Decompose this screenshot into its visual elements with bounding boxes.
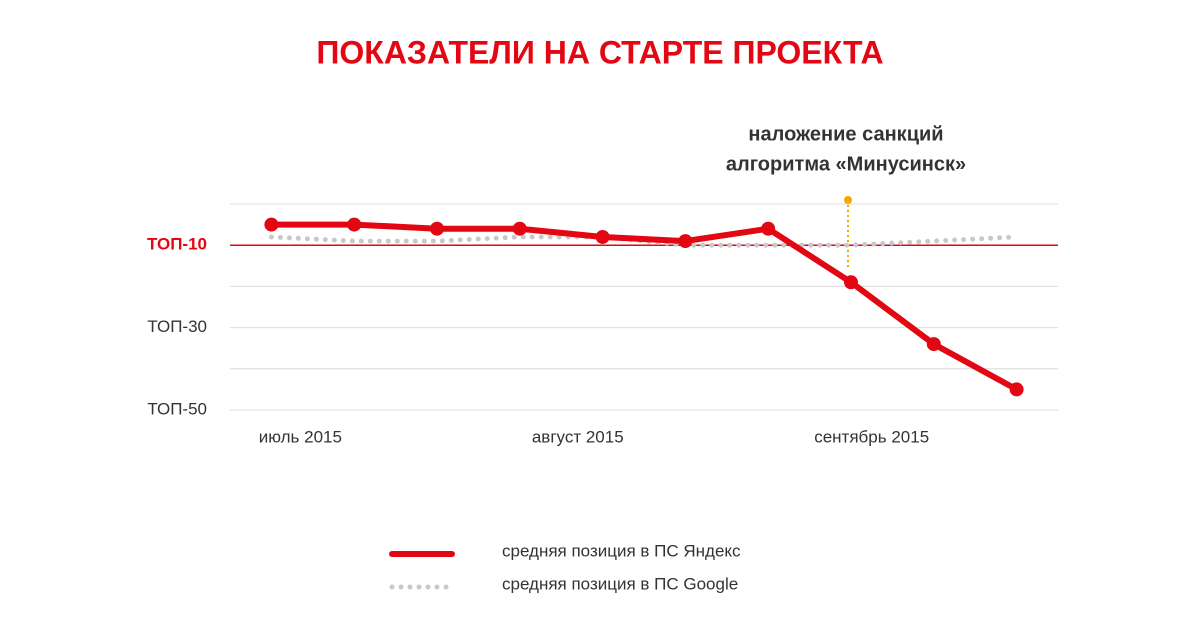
series-point — [678, 234, 693, 249]
x-tick-label: август 2015 — [532, 427, 624, 446]
y-tick-label: ТОП-30 — [147, 317, 207, 336]
annotation-text: наложение санкций — [748, 123, 943, 145]
y-tick-label: ТОП-50 — [147, 399, 207, 418]
series-line — [268, 221, 1020, 393]
annotation-text: алгоритма «Минусинск» — [726, 153, 966, 175]
series-point — [512, 221, 527, 236]
series-point — [761, 221, 776, 236]
y-tick-label: ТОП-10 — [147, 235, 207, 254]
x-tick-label: июль 2015 — [259, 427, 342, 446]
series-point — [347, 217, 362, 232]
series-point — [926, 337, 941, 352]
series-point — [595, 229, 610, 244]
legend-label: средняя позиция в ПС Google — [502, 574, 738, 593]
annotation-dot — [844, 196, 852, 204]
x-tick-label: сентябрь 2015 — [814, 427, 929, 446]
series-point — [1009, 382, 1024, 397]
series-line — [268, 234, 1020, 248]
series-point — [430, 221, 444, 236]
legend-label: средняя позиция в ПС Яндекс — [502, 541, 741, 560]
series-point — [844, 275, 858, 290]
chart-title: ПОКАЗАТЕЛИ НА СТАРТЕ ПРОЕКТА — [316, 34, 883, 70]
series-point — [264, 217, 279, 232]
